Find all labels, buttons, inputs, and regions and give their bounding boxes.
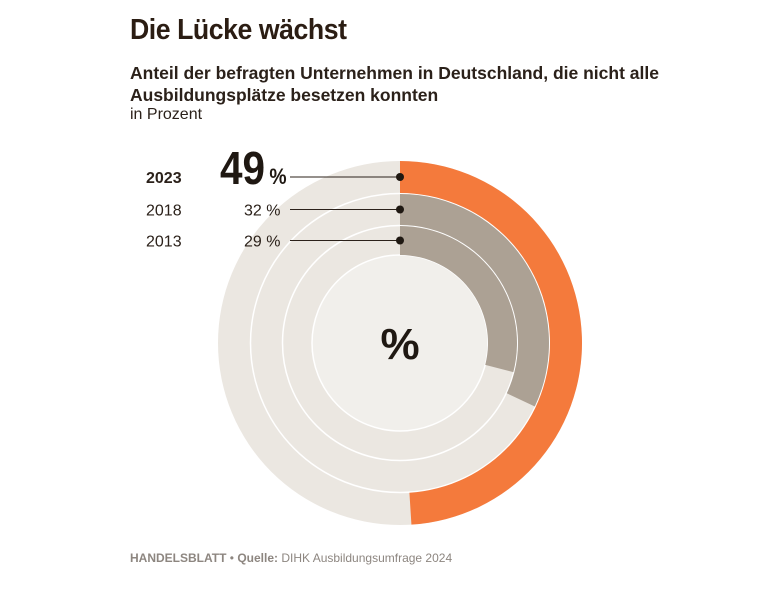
unit-label: in Prozent	[130, 106, 203, 123]
year-label-2023: 2023	[146, 170, 182, 187]
source-footer: HANDELSBLATT • Quelle: DIHK Ausbildungsu…	[130, 551, 452, 565]
value-label-2013: 29 %	[244, 234, 280, 251]
footer-brand: HANDELSBLATT	[130, 551, 227, 565]
ring-divider	[281, 224, 519, 462]
ring-arc-2018	[400, 194, 549, 407]
footer-source: DIHK Ausbildungsumfrage 2024	[281, 551, 453, 565]
leader-dot-2023	[396, 173, 404, 181]
center-percent-symbol: %	[380, 320, 419, 369]
value-label-2023: 49%	[220, 144, 287, 195]
chart-subtitle: Anteil der befragten Unternehmen in Deut…	[130, 63, 659, 105]
year-label-2018: 2018	[146, 203, 182, 220]
leader-dot-2013	[396, 236, 404, 245]
footer-separator: •	[229, 551, 234, 565]
ring-arc-2013	[400, 226, 517, 373]
leader-dot-2018	[396, 205, 404, 214]
ring-arc-2023	[400, 161, 583, 525]
ring-divider	[249, 192, 551, 494]
chart-title: Die Lücke wächst	[130, 14, 347, 46]
year-label-2013: 2013	[146, 234, 182, 251]
footer-source-label: Quelle:	[237, 551, 279, 565]
value-label-2018: 32 %	[244, 203, 280, 220]
